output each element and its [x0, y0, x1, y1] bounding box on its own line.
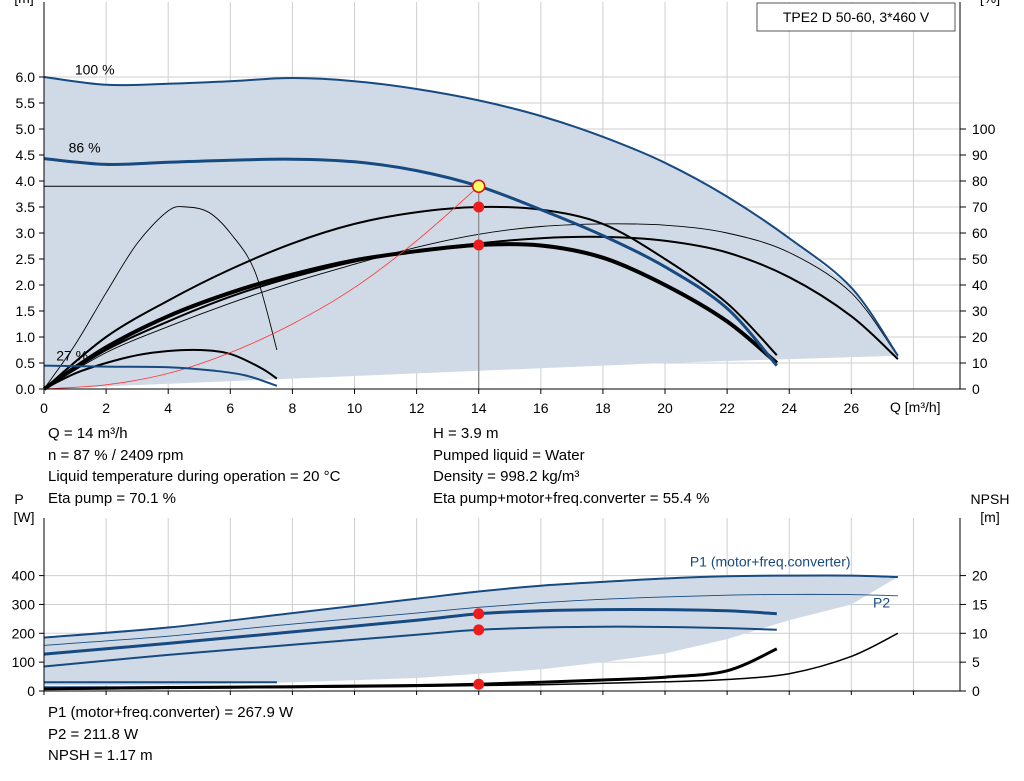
y-right-tick-label: 0	[972, 381, 980, 397]
x-tick-label: 0	[40, 400, 48, 416]
efficiency-point-marker	[473, 239, 485, 251]
y-right-tick-label: 20	[972, 568, 988, 584]
x-tick-label: 16	[533, 400, 549, 416]
x-tick-label: 14	[471, 400, 487, 416]
y-right-tick-label: 80	[972, 173, 988, 189]
npsh-curve	[43, 632, 899, 691]
x-tick-label: 4	[164, 400, 172, 416]
y-left-tick-label: 200	[12, 625, 36, 641]
y-right-tick-label: 10	[972, 625, 988, 641]
info-npsh: NPSH = 1.17 m	[48, 747, 153, 764]
x-tick-label: 6	[226, 400, 234, 416]
y-left-tick-label: 6.0	[16, 69, 36, 85]
y-right-tick-label: 40	[972, 277, 988, 293]
y-left-tick-label: 1.5	[16, 303, 36, 319]
x-axis-title: Q [m³/h]	[890, 399, 941, 415]
power-point-marker	[473, 624, 485, 636]
y-right-tick-label: 90	[972, 147, 988, 163]
y-right-axis-unit: [m]	[980, 509, 999, 525]
power-series-label: P1 (motor+freq.converter)	[690, 553, 851, 569]
power-curve	[43, 593, 898, 646]
y-left-tick-label: 100	[12, 654, 36, 670]
y-left-tick-label: 0	[27, 683, 35, 699]
info-p2: P2 = 211.8 W	[48, 725, 139, 743]
y-left-tick-label: 1.0	[16, 329, 36, 345]
title-box-frame	[756, 2, 956, 32]
power-npsh-plot: P1 (motor+freq.converter)P20100200300400…	[12, 491, 1010, 699]
y-left-tick-label: 0.0	[16, 381, 36, 397]
npsh-point-marker	[473, 678, 485, 690]
y-left-tick-label: 4.5	[16, 147, 36, 163]
efficiency-curve	[42, 242, 779, 391]
y-left-tick-label: 400	[12, 568, 36, 584]
info-eta-total: Eta pump+motor+freq.converter = 55.4 %	[433, 489, 710, 507]
info-head: H = 3.9 m	[433, 425, 499, 442]
head-curve	[43, 157, 778, 367]
y-left-axis-unit: [m]	[14, 0, 33, 6]
y-right-tick-label: 10	[972, 355, 988, 371]
y-left-tick-label: 3.5	[16, 199, 36, 215]
info-liquid-temperature: Liquid temperature during operation = 20…	[48, 468, 341, 485]
lower-info: P1 (motor+freq.converter) = 267.9 W P2 =…	[48, 702, 293, 767]
head-efficiency-plot: 100 % 86 % 27 % 0.0 0.5 1.0 1.5 2.0 2.5 3.0 3.5 4.0…	[14, 0, 1000, 416]
x-tick-label: 26	[844, 400, 860, 416]
info-pumped-liquid: Pumped liquid = Water	[433, 446, 585, 464]
y-right-tick-label: 60	[972, 225, 988, 241]
y-right-tick-label: 0	[972, 683, 980, 699]
y-right-tick-label: 50	[972, 251, 988, 267]
duty-point-marker	[471, 179, 486, 193]
y-right-tick-label: 20	[972, 329, 988, 345]
speed-curve-label: 27 %	[56, 347, 88, 363]
info-p1: P1 (motor+freq.converter) = 267.9 W	[48, 704, 294, 721]
power-curve	[43, 574, 898, 639]
y-right-tick-label: 5	[972, 654, 980, 670]
y-left-tick-label: 0.5	[16, 355, 36, 371]
y-right-tick-label: 100	[972, 121, 996, 137]
x-tick-label: 22	[719, 400, 735, 416]
operating-envelope	[44, 77, 898, 389]
info-speed: n = 87 % / 2409 rpm	[48, 446, 184, 464]
info-density: Density = 998.2 kg/m³	[433, 468, 580, 485]
x-tick-label: 12	[409, 400, 425, 416]
info-flow: Q = 14 m³/h	[48, 425, 128, 442]
y-left-tick-label: 2.5	[16, 251, 36, 267]
title-box-text: TPE2 D 50-60, 3*460 V	[783, 9, 930, 25]
upper-info-left: Q = 14 m³/h n = 87 % / 2409 rpm Liquid t…	[48, 423, 340, 509]
efficiency-curve	[43, 205, 778, 390]
speed-curve-label: 100 %	[75, 61, 115, 77]
x-tick-label: 20	[657, 400, 673, 416]
y-right-tick-label: 30	[972, 303, 988, 319]
y-right-tick-label: 15	[972, 596, 988, 612]
speed-curve-label: 86 %	[69, 139, 101, 155]
efficiency-curve	[43, 206, 278, 390]
info-eta-pump: Eta pump = 70.1 %	[48, 489, 176, 507]
x-tick-label: 18	[595, 400, 611, 416]
head-curve	[43, 364, 278, 387]
y-right-axis-unit: [%]	[980, 0, 1000, 6]
upper-info-right: H = 3.9 m Pumped liquid = Water Density …	[433, 423, 709, 509]
x-tick-label: 2	[102, 400, 110, 416]
y-right-tick-label: 70	[972, 199, 988, 215]
y-left-axis-unit: [W]	[14, 509, 35, 525]
y-left-tick-label: 2.0	[16, 277, 36, 293]
efficiency-curve	[43, 223, 899, 390]
y-left-tick-label: 300	[12, 596, 36, 612]
x-tick-label: 8	[289, 400, 297, 416]
efficiency-point-marker	[473, 201, 485, 213]
x-tick-label: 24	[781, 400, 797, 416]
power-series-label: P2	[873, 594, 890, 610]
y-left-tick-label: 5.5	[16, 95, 36, 111]
y-left-axis-title: P	[14, 491, 23, 507]
y-left-tick-label: 3.0	[16, 225, 36, 241]
system-curve	[43, 185, 479, 390]
y-left-tick-label: 4.0	[16, 173, 36, 189]
y-left-tick-label: 5.0	[16, 121, 36, 137]
head-curve	[43, 76, 899, 357]
power-point-marker	[473, 608, 485, 620]
efficiency-curve	[43, 348, 278, 390]
title-box: TPE2 D 50-60, 3*460 V	[756, 2, 956, 32]
y-right-axis-title: NPSH	[971, 491, 1010, 507]
x-tick-label: 10	[347, 400, 363, 416]
